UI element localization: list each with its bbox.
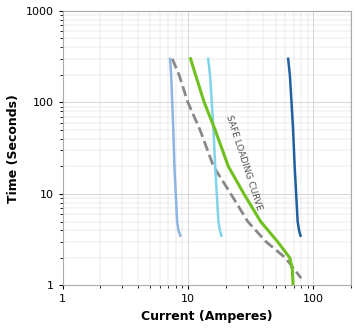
Y-axis label: Time (Seconds): Time (Seconds) bbox=[7, 94, 20, 203]
X-axis label: Current (Amperes): Current (Amperes) bbox=[141, 310, 272, 323]
Text: SAFE LOADING CURVE: SAFE LOADING CURVE bbox=[224, 114, 263, 212]
